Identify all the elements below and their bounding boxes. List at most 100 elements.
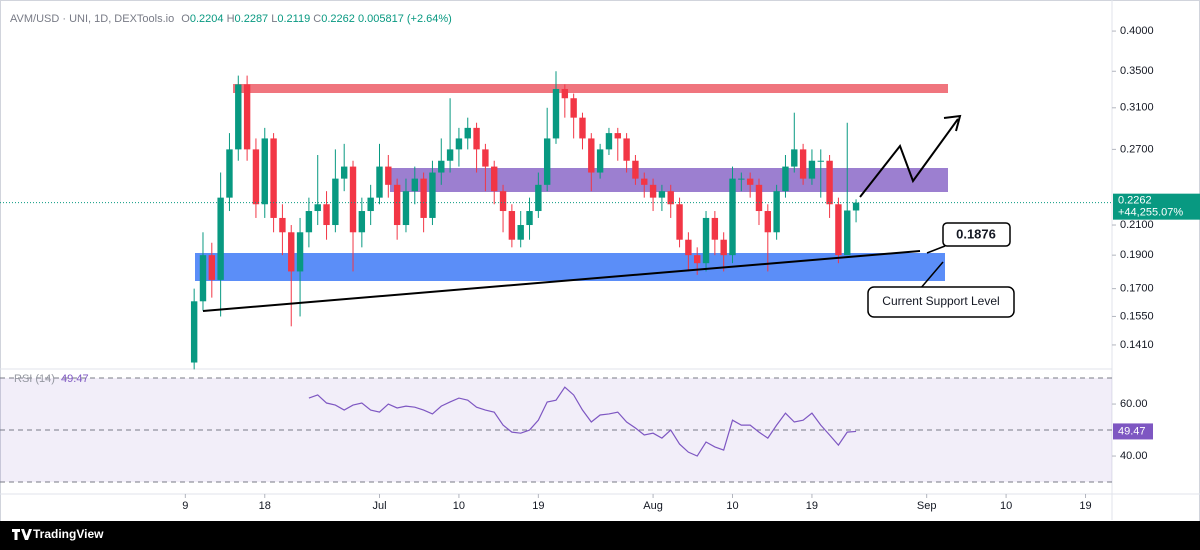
footer-logo bbox=[12, 529, 32, 540]
candle-body bbox=[588, 138, 595, 173]
mid-zone bbox=[390, 168, 948, 192]
footer-bar bbox=[0, 521, 1200, 550]
candle-body bbox=[376, 166, 383, 198]
candle-body bbox=[773, 191, 780, 233]
candle-body bbox=[411, 178, 418, 192]
candle-body bbox=[808, 160, 816, 179]
resistance-zone bbox=[233, 84, 948, 93]
x-tick-label: Aug bbox=[643, 500, 663, 512]
candle-body bbox=[799, 149, 807, 179]
rsi-badge bbox=[1113, 423, 1153, 440]
ohlc-key: L bbox=[271, 13, 277, 25]
rsi-band bbox=[0, 378, 1112, 483]
rsi-value: 49.47 bbox=[61, 373, 89, 385]
rsi-line bbox=[308, 386, 857, 457]
y-tick-label: 0.3500 bbox=[1120, 65, 1154, 77]
x-tick-label: 10 bbox=[1000, 500, 1012, 512]
candle-body bbox=[464, 127, 471, 139]
rsi-last: 49.47 bbox=[1118, 425, 1146, 437]
y-tick-label: 0.3100 bbox=[1120, 102, 1154, 114]
x-tick-label: 10 bbox=[453, 500, 465, 512]
ohlc-value: 0.2119 bbox=[277, 13, 310, 25]
candle-body bbox=[720, 239, 727, 256]
candle-body bbox=[455, 138, 463, 150]
y-tick-label: 0.1550 bbox=[1120, 310, 1154, 322]
candle-body bbox=[402, 191, 410, 226]
y-tick-label: 0.4000 bbox=[1120, 25, 1154, 37]
candle-body bbox=[835, 204, 842, 256]
candle-body bbox=[482, 149, 489, 167]
candle-body bbox=[755, 184, 763, 212]
x-tick-label: 18 bbox=[259, 500, 271, 512]
candle-body bbox=[393, 184, 401, 226]
candle-body bbox=[446, 149, 454, 161]
candle-body bbox=[288, 232, 295, 272]
footer-brand: TradingView bbox=[33, 527, 104, 541]
candle-body bbox=[349, 166, 357, 233]
candle-body bbox=[217, 197, 224, 280]
support-label-box bbox=[867, 286, 1015, 318]
ohlc-key: C bbox=[313, 13, 321, 25]
candle-body bbox=[517, 225, 524, 240]
candle-body bbox=[694, 255, 701, 264]
y-tick-label: 40.00 bbox=[1120, 450, 1148, 462]
candle-body bbox=[782, 166, 789, 192]
price-callout-text: 0.1876 bbox=[956, 226, 996, 241]
trend-line bbox=[202, 250, 921, 312]
candle-body bbox=[605, 133, 613, 150]
candle-body bbox=[579, 117, 586, 139]
ohlc-key: O bbox=[181, 13, 190, 25]
candle-body bbox=[764, 211, 772, 233]
candle-body bbox=[323, 204, 330, 226]
candle-body bbox=[711, 217, 719, 240]
candle-body bbox=[552, 88, 560, 139]
candle-body bbox=[596, 149, 604, 173]
candle-body bbox=[729, 178, 736, 256]
candle-body bbox=[570, 98, 577, 118]
candle-body bbox=[817, 160, 824, 162]
candle-body bbox=[252, 149, 260, 205]
total-change: +44,255.07% bbox=[1118, 207, 1183, 219]
candle-body bbox=[208, 255, 216, 280]
x-tick-label: 19 bbox=[532, 500, 544, 512]
support-zone bbox=[195, 253, 945, 281]
y-tick-label: 0.2700 bbox=[1120, 143, 1154, 155]
candle-body bbox=[243, 84, 251, 150]
candle-body bbox=[667, 191, 674, 205]
candle-body bbox=[420, 178, 427, 218]
legend-header: AVM/USD · UNI, 1D, DEXTools.io O0.2204 H… bbox=[10, 13, 452, 25]
candle-body bbox=[535, 184, 542, 212]
candle-body bbox=[199, 255, 207, 302]
candle-body bbox=[746, 178, 754, 185]
candle-body bbox=[826, 160, 833, 205]
candle-body bbox=[844, 210, 851, 256]
candle-body bbox=[279, 217, 286, 233]
candle-body bbox=[226, 149, 233, 198]
ohlc-value: 0.2287 bbox=[235, 13, 269, 25]
candle-body bbox=[473, 127, 480, 150]
change-pct: (+2.64%) bbox=[407, 13, 452, 25]
last-price: 0.2262 bbox=[1118, 195, 1152, 207]
ohlc-value: 0.2262 bbox=[321, 13, 355, 25]
candle-body bbox=[429, 172, 436, 218]
symbol: AVM/USD · UNI, 1D, DEXTools.io bbox=[10, 13, 174, 25]
candle-body bbox=[270, 138, 277, 218]
x-tick-label: Sep bbox=[917, 500, 937, 512]
last-price-badge bbox=[1113, 193, 1200, 220]
change: 0.005817 bbox=[358, 13, 404, 25]
candle-body bbox=[358, 211, 366, 233]
candle-body bbox=[738, 178, 745, 180]
support-label: Current Support Level bbox=[882, 294, 999, 308]
candle-body bbox=[852, 202, 860, 211]
candle-body bbox=[614, 133, 621, 139]
candle-body bbox=[508, 211, 516, 240]
projection-arrow bbox=[859, 118, 959, 198]
arrow-head bbox=[943, 114, 962, 132]
candle-body bbox=[438, 160, 445, 173]
y-tick-label: 0.2100 bbox=[1120, 219, 1154, 231]
candle-body bbox=[296, 232, 304, 272]
candle-body bbox=[526, 211, 533, 226]
candle-body bbox=[623, 138, 630, 161]
